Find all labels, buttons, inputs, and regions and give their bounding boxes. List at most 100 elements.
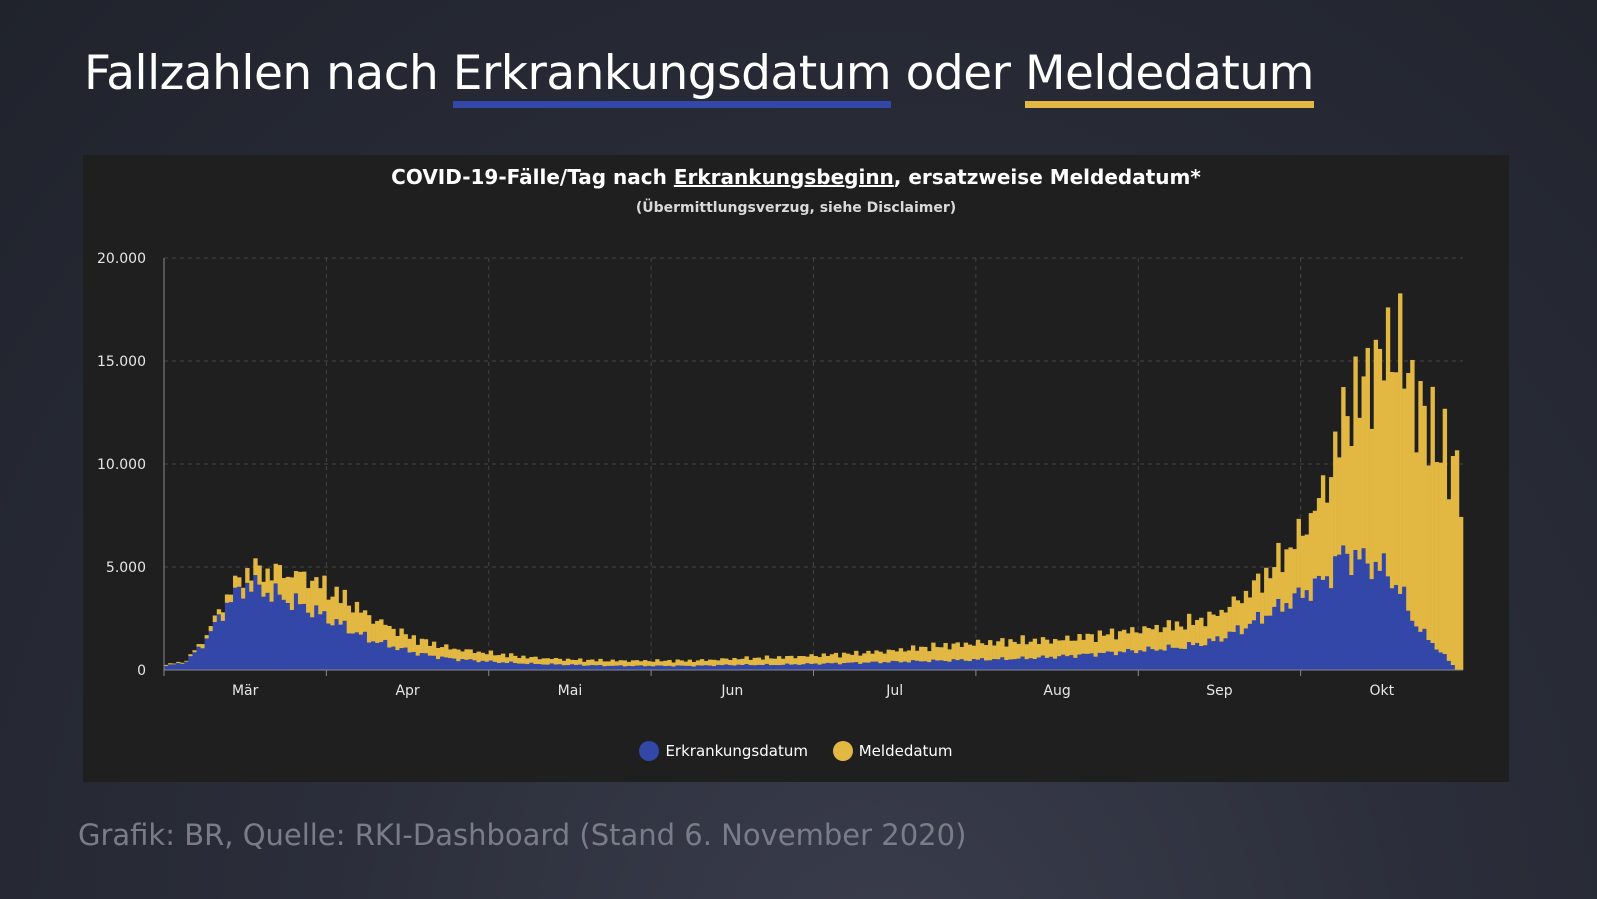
bar-meldedatum [1089,634,1094,654]
bar-meldedatum [224,594,230,603]
bar-meldedatum [306,588,311,613]
bar-meldedatum [1057,640,1062,657]
bar-erkrankungsdatum [334,619,339,670]
bar-erkrankungsdatum [1296,587,1301,670]
bar-erkrankungsdatum [1040,655,1046,670]
bar-meldedatum [427,645,433,656]
bar-erkrankungsdatum [1207,638,1212,670]
bar-meldedatum [1426,465,1431,641]
bar-erkrankungsdatum [500,662,506,670]
bar-meldedatum [1105,634,1111,652]
bar-erkrankungsdatum [813,663,818,670]
bar-meldedatum [1162,627,1167,651]
bar-meldedatum [362,610,368,632]
legend-label-erkrankungsdatum: Erkrankungsdatum [665,742,808,760]
bar-meldedatum [1195,619,1200,643]
bar-meldedatum [805,656,810,664]
bar-erkrankungsdatum [273,583,278,670]
bar-erkrankungsdatum [618,665,624,670]
bar-erkrankungsdatum [322,611,327,670]
bar-erkrankungsdatum [1146,646,1151,670]
bar-meldedatum [1251,580,1257,621]
bar-meldedatum [1036,644,1042,658]
bar-meldedatum [265,568,270,593]
bar-erkrankungsdatum [1036,657,1042,670]
bar-meldedatum [249,580,254,592]
bar-meldedatum [927,651,932,663]
bar-erkrankungsdatum [330,625,335,670]
bar-meldedatum [902,651,908,662]
bar-erkrankungsdatum [569,664,575,670]
bar-meldedatum [756,657,762,665]
bar-erkrankungsdatum [1048,656,1054,670]
bar-meldedatum [837,657,843,665]
bar-erkrankungsdatum [549,663,554,670]
bar-erkrankungsdatum [598,665,603,670]
bar-erkrankungsdatum [886,662,891,670]
bar-meldedatum [476,651,481,663]
legend-item-erkrankungsdatum[interactable]: Erkrankungsdatum [639,741,808,761]
bar-erkrankungsdatum [1089,653,1094,670]
y-tick-label: 15.000 [97,354,146,370]
bar-meldedatum [578,658,583,665]
bar-meldedatum [358,612,364,635]
bar-erkrankungsdatum [224,602,230,670]
bar-erkrankungsdatum [1442,654,1448,670]
bar-meldedatum [1442,408,1448,655]
headline-part3: oder [891,46,1025,101]
bar-erkrankungsdatum [1239,634,1245,670]
bar-meldedatum [1276,542,1281,599]
bar-erkrankungsdatum [919,661,924,670]
bar-meldedatum [322,575,327,612]
bar-erkrankungsdatum [821,663,826,670]
bar-erkrankungsdatum [1345,553,1350,670]
bar-erkrankungsdatum [212,622,218,670]
bar-erkrankungsdatum [1337,554,1342,670]
bar-meldedatum [699,659,705,666]
bar-erkrankungsdatum [687,665,693,670]
bar-meldedatum [1101,635,1107,653]
bar-erkrankungsdatum [553,664,559,670]
bar-erkrankungsdatum [679,665,684,670]
bar-erkrankungsdatum [476,662,481,670]
bar-erkrankungsdatum [882,662,887,670]
bar-erkrankungsdatum [1373,561,1379,670]
bar-meldedatum [1353,356,1358,550]
bar-meldedatum [659,661,664,666]
bar-erkrankungsdatum [870,661,875,670]
bar-meldedatum [809,654,814,665]
bar-erkrankungsdatum [614,665,619,670]
bar-erkrankungsdatum [285,602,291,670]
bar-meldedatum [663,660,668,667]
bar-erkrankungsdatum [939,660,944,670]
bar-meldedatum [253,558,258,576]
bar-meldedatum [1203,626,1208,646]
x-tick-label: Sep [1206,683,1233,699]
bar-meldedatum [979,643,985,659]
bar-meldedatum [643,660,648,667]
bar-erkrankungsdatum [707,665,713,670]
bar-meldedatum [553,657,559,665]
bar-erkrankungsdatum [1284,603,1289,670]
bar-erkrankungsdatum [1073,657,1078,670]
bar-meldedatum [1093,641,1098,657]
bar-meldedatum [1268,578,1273,616]
bar-erkrankungsdatum [1186,642,1192,670]
bar-erkrankungsdatum [854,662,859,670]
bar-erkrankungsdatum [427,655,433,670]
bar-erkrankungsdatum [358,634,364,670]
bar-erkrankungsdatum [509,661,514,670]
bar-meldedatum [647,661,652,666]
bar-erkrankungsdatum [415,655,421,670]
bar-erkrankungsdatum [1085,653,1090,670]
bar-erkrankungsdatum [387,647,392,670]
bar-meldedatum [391,628,396,647]
bar-erkrankungsdatum [1434,649,1439,670]
legend-item-meldedatum[interactable]: Meldedatum [832,741,953,761]
bar-meldedatum [557,658,563,665]
bar-erkrankungsdatum [992,659,997,670]
bar-meldedatum [850,654,855,663]
bar-erkrankungsdatum [1158,649,1163,670]
bar-erkrankungsdatum [1243,628,1249,670]
bar-erkrankungsdatum [1203,645,1208,670]
